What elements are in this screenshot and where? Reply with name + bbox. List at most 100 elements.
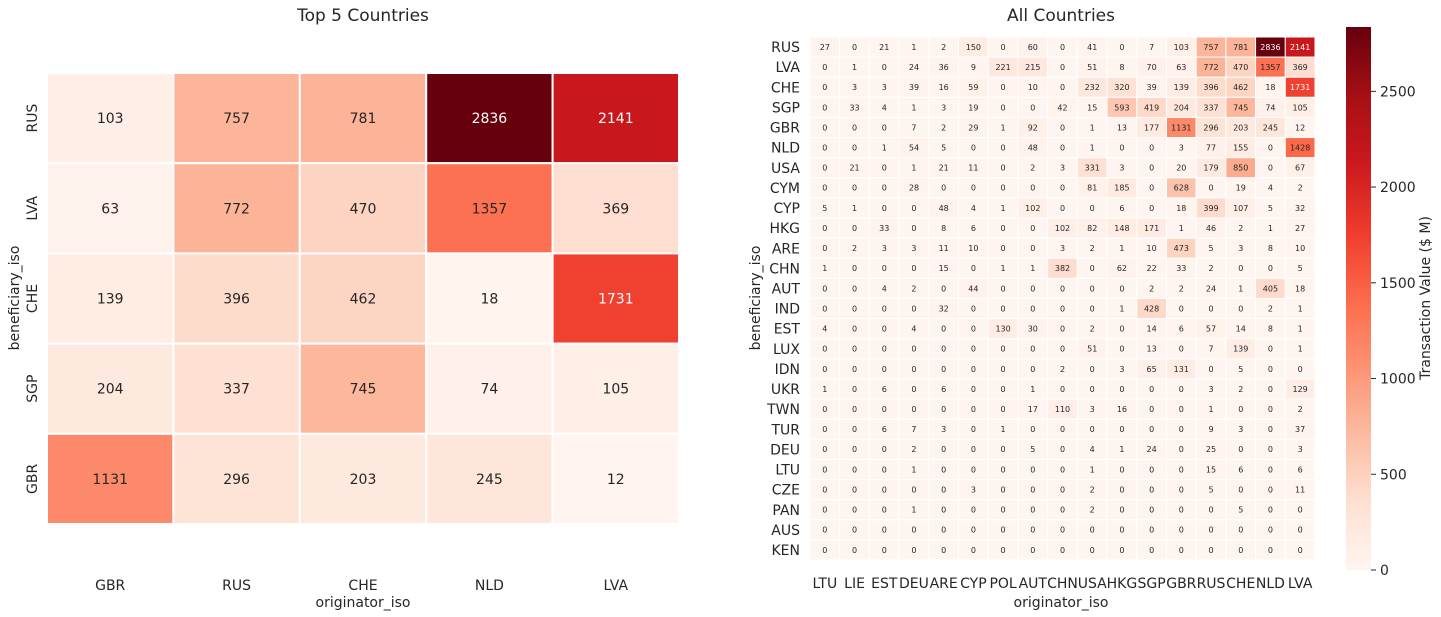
cell-value-label: 8 [1268,325,1273,334]
cell-value-label: 1 [1030,385,1035,394]
x-tick-label: AUT [1019,576,1048,592]
x-tick-label: EST [871,576,898,592]
cell-value-label: 0 [1001,224,1006,233]
cell-value-label: 0 [1001,465,1006,474]
cell-value-label: 2 [1238,385,1243,394]
cell-value-label: 0 [1001,103,1006,112]
cell-value-label: 1357 [472,201,508,217]
cell-value-label: 0 [1001,485,1006,494]
cell-value-label: 105 [1293,103,1308,112]
cell-value-label: 0 [1001,284,1006,293]
y-tick-label: SGP [25,375,41,403]
x-tick-label: ARE [930,576,958,592]
cell-value-label: 0 [822,244,827,253]
cell-value-label: 405 [1263,284,1278,293]
cell-value-label: 320 [1114,83,1129,92]
cell-value-label: 0 [1268,144,1273,153]
cell-value-label: 2141 [598,111,634,127]
cell-value-label: 3 [1060,164,1065,173]
cell-value-label: 1131 [1171,123,1191,132]
cell-value-label: 9 [1208,425,1213,434]
cell-value-label: 0 [911,304,916,313]
y-tick-label: TWN [766,402,800,418]
cell-value-label: 2 [1090,244,1095,253]
cell-value-label: 0 [971,445,976,454]
cell-value-label: 296 [1203,123,1218,132]
cell-value-label: 0 [822,63,827,72]
cell-value-label: 4 [882,103,887,112]
y-tick-label: CHN [769,261,800,277]
cell-value-label: 0 [822,164,827,173]
x-tick-label: CHE [1226,576,1255,592]
cell-value-label: 2 [1030,164,1035,173]
cell-value-label: 745 [1233,103,1248,112]
cell-value-label: 0 [971,325,976,334]
colorbar-ticks: 0 500 1000 1500 2000 2500 [1371,84,1416,579]
x-tick-label: GBR [95,578,125,594]
cell-value-label: 0 [1001,83,1006,92]
cell-value-label: 0 [1119,144,1124,153]
cell-value-label: 21 [939,164,949,173]
cell-value-label: 2 [852,244,857,253]
cell-value-label: 8 [1119,63,1124,72]
cell-value-label: 0 [1149,204,1154,213]
cell-value-label: 0 [1268,526,1273,535]
cell-value-label: 0 [852,264,857,273]
cell-value-label: 102 [1055,224,1070,233]
y-tick-label: PAN [772,503,800,519]
cell-value-label: 3 [882,244,887,253]
cell-value-label: 0 [1149,425,1154,434]
cell-value-label: 18 [1265,83,1275,92]
cell-value-label: 0 [1090,546,1095,555]
cell-value-label: 1 [1030,264,1035,273]
cell-value-label: 0 [1298,365,1303,374]
cell-value-label: 3 [1119,164,1124,173]
cell-value-label: 0 [882,365,887,374]
cell-value-label: 0 [1119,345,1124,354]
cell-value-label: 3 [882,83,887,92]
cell-value-label: 0 [1090,425,1095,434]
x-tick-label: LTU [813,576,838,592]
cell-value-label: 139 [97,292,124,308]
cell-value-label: 0 [1149,526,1154,535]
heatmap-cell [298,432,428,525]
cell-value-label: 0 [822,365,827,374]
cell-value-label: 0 [1030,485,1035,494]
colorbar-tick-label: 2000 [1380,180,1416,196]
cell-value-label: 0 [882,405,887,414]
cell-value-label: 772 [223,201,250,217]
cell-value-label: 0 [1238,526,1243,535]
cell-value-label: 0 [1298,546,1303,555]
cell-value-label: 0 [1179,465,1184,474]
cell-value-label: 0 [1149,144,1154,153]
cell-value-label: 30 [1028,325,1038,334]
cell-value-label: 11 [968,164,978,173]
cell-value-label: 0 [1149,405,1154,414]
left-y-axis-label: beneficiary_iso [7,246,23,351]
cell-value-label: 2 [1268,304,1273,313]
cell-value-label: 12 [607,472,625,488]
cell-value-label: 0 [911,385,916,394]
cell-value-label: 11 [939,244,949,253]
heatmap-cell [298,342,428,435]
cell-value-label: 6 [1298,465,1303,474]
cell-value-label: 0 [1149,385,1154,394]
right-y-axis-label: beneficiary_iso [748,246,764,351]
cell-value-label: 18 [480,292,498,308]
cell-value-label: 82 [1087,224,1097,233]
y-tick-label: USA [771,161,800,177]
cell-value-label: 757 [223,111,250,127]
cell-value-label: 10 [1147,244,1157,253]
cell-value-label: 204 [1174,103,1189,112]
cell-value-label: 331 [1085,164,1100,173]
cell-value-label: 11 [1295,485,1305,494]
y-tick-label: IND [775,302,800,318]
cell-value-label: 0 [911,224,916,233]
cell-value-label: 5 [1268,204,1273,213]
cell-value-label: 0 [1060,465,1065,474]
cell-value-label: 6 [1119,204,1124,213]
cell-value-label: 0 [1149,506,1154,515]
cell-value-label: 13 [1147,345,1157,354]
